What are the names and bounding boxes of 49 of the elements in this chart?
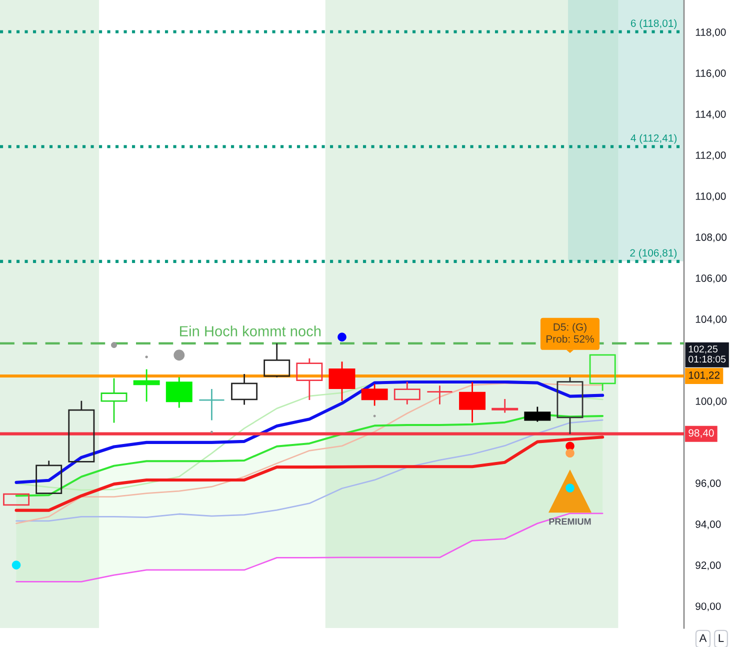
candlestick — [328, 360, 356, 402]
candlestick — [36, 460, 62, 494]
candlestick — [133, 368, 160, 402]
point — [338, 332, 346, 342]
candlestick — [231, 373, 258, 406]
y-tick-label: 114,00 — [696, 110, 726, 120]
text: A — [699, 634, 707, 642]
y-tick-label: 118,00 — [696, 28, 726, 38]
candlestick — [264, 342, 290, 378]
ref-line-label: 2 (106,81) — [630, 248, 677, 259]
candlestick — [492, 398, 518, 414]
y-tick-label: 116,00 — [696, 69, 726, 78]
point — [12, 560, 21, 570]
y-tick-label: 100,00 — [696, 398, 727, 406]
text: 102,25 01:18:05 — [688, 346, 726, 363]
line-series — [14, 436, 604, 512]
y-tick-label: 108,00 — [696, 234, 727, 242]
candlestick — [166, 376, 192, 408]
candlestick — [100, 378, 128, 424]
data-label: D5: (G) Prob: 52% — [546, 323, 594, 343]
y-tick-label: 106,00 — [696, 274, 727, 284]
y-tick-label: 94,00 — [696, 520, 721, 530]
ref-line-label: 4 (112,41) — [630, 134, 677, 144]
y-tick-label: 92,00 — [696, 562, 721, 570]
ref-line-label: Ein Hoch kommt noch — [180, 326, 321, 336]
candlestick — [426, 384, 453, 406]
candlestick — [296, 358, 323, 401]
ref-line-label: 101,22 — [688, 371, 720, 380]
candlestick — [68, 400, 95, 462]
y-tick-label: 96,00 — [696, 480, 721, 488]
candlestick — [394, 381, 420, 406]
series-label: PREMIUM — [549, 518, 591, 525]
candlestick — [589, 354, 616, 392]
candlestick — [198, 388, 225, 421]
point — [566, 484, 574, 492]
ref-line-label: 6 (118,01) — [630, 19, 677, 29]
candlestick — [361, 383, 388, 406]
text: L — [718, 634, 724, 642]
ref-line-label: 98,40 — [688, 429, 714, 438]
candlestick — [459, 381, 486, 424]
y-tick-label: 90,00 — [696, 602, 721, 612]
point — [566, 448, 574, 458]
y-tick-label: 110,00 — [696, 192, 726, 202]
candlestick — [556, 376, 584, 435]
y-tick-label: 112,00 — [696, 152, 726, 160]
point — [548, 470, 592, 513]
y-tick-label: 104,00 — [696, 316, 727, 324]
line-series — [16, 512, 604, 582]
line-series — [15, 413, 604, 497]
